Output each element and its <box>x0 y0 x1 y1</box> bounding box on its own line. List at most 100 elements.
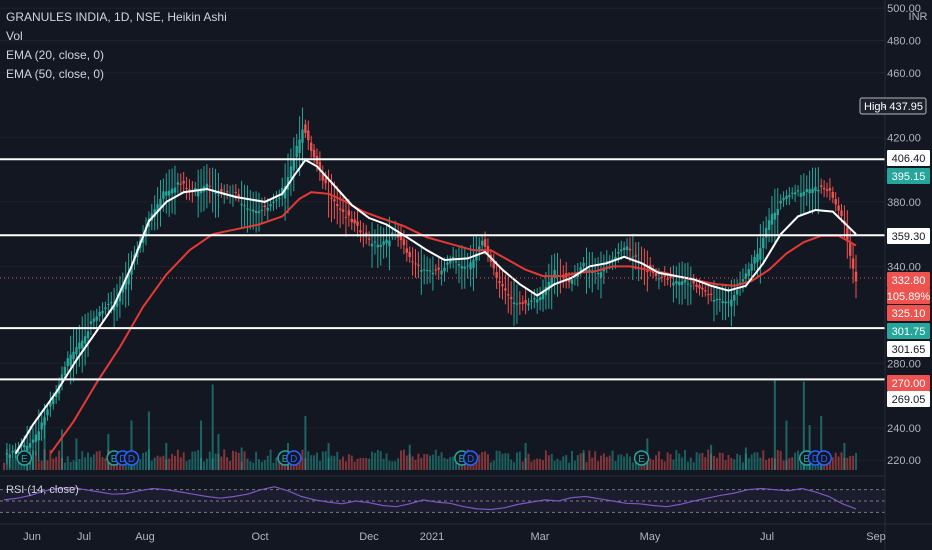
candle-body <box>359 230 362 233</box>
volume-bar <box>301 449 304 470</box>
candle-body <box>762 237 765 249</box>
candle-body <box>492 260 495 269</box>
candle-body <box>194 187 197 190</box>
candle-body <box>420 269 423 272</box>
candlestick-series[interactable] <box>5 107 858 471</box>
volume-bar <box>663 461 666 470</box>
volume-bar <box>559 460 562 470</box>
volume-bar <box>153 457 156 470</box>
candle-body <box>802 191 806 196</box>
candle-body <box>695 284 698 287</box>
candle-body <box>72 351 75 360</box>
volume-bar <box>791 457 794 470</box>
volume-bar <box>495 450 498 470</box>
candle-body <box>753 257 756 264</box>
candle-body <box>733 294 736 301</box>
candle-body <box>541 291 545 300</box>
candle-body <box>596 272 600 274</box>
candle-body <box>220 189 223 192</box>
candle-body <box>785 195 788 199</box>
volume-bar <box>84 457 87 470</box>
price-tag <box>887 288 930 304</box>
candle-body <box>437 267 440 270</box>
candle-body <box>828 187 832 191</box>
volume-bar <box>168 458 171 470</box>
currency-label: INR <box>909 11 928 23</box>
volume-bar <box>605 456 608 470</box>
candle-body <box>588 269 591 271</box>
candle-body <box>579 267 582 272</box>
candle-body <box>709 293 713 295</box>
volume-bar <box>614 461 617 470</box>
volume-bar <box>81 451 84 470</box>
high-price-label <box>859 97 927 115</box>
candle-body <box>249 209 252 211</box>
volume-bar <box>414 459 417 470</box>
volume-bar <box>504 453 507 470</box>
candle-body <box>353 219 356 224</box>
volume-bar <box>750 454 753 470</box>
volume-bar <box>576 455 579 470</box>
candle-body <box>307 130 310 141</box>
candle-body <box>266 207 269 211</box>
volume-bar <box>344 461 347 470</box>
volume-bar <box>762 450 765 470</box>
candle-body <box>179 183 182 185</box>
volume-bar <box>678 453 681 470</box>
volume-bar <box>95 451 98 470</box>
volume-bar <box>382 458 385 470</box>
rsi-legend[interactable]: RSI (14, close) <box>6 484 79 496</box>
volume-bar <box>249 461 252 470</box>
ema-20-line <box>14 158 857 455</box>
volume-bar <box>739 455 742 470</box>
volume-bar <box>533 459 536 470</box>
candle-body <box>715 299 719 301</box>
legend-volume[interactable]: Vol <box>6 29 23 43</box>
volume-bar <box>220 456 223 470</box>
horizontal-lines[interactable] <box>0 158 885 381</box>
volume-bar <box>362 457 365 470</box>
volume-bar <box>498 450 501 470</box>
candle-body <box>127 274 130 285</box>
candle-body <box>599 272 603 278</box>
volume-bar <box>34 451 37 470</box>
legend-ema-50[interactable]: EMA (50, close, 0) <box>6 67 105 81</box>
volume-bar <box>92 454 95 470</box>
legend-ema-20[interactable]: EMA (20, close, 0) <box>6 48 105 62</box>
candle-body <box>680 281 684 285</box>
volume-bar <box>330 455 333 470</box>
candle-body <box>840 210 843 216</box>
candle-body <box>666 278 669 280</box>
symbol-title[interactable]: GRANULES INDIA, 1D, NSE, Heikin Ashi <box>6 10 227 24</box>
price-tag-text: 105.89% <box>887 291 931 303</box>
volume-bar <box>376 449 379 470</box>
volume-bar <box>542 460 545 470</box>
volume-bar <box>602 453 605 470</box>
volume-bar <box>434 449 437 470</box>
candle-body <box>246 208 249 210</box>
volume-bar <box>266 455 269 470</box>
candle-body <box>631 256 635 258</box>
candle-body <box>550 277 553 287</box>
time-axis[interactable]: Jun Jul Aug Oct Dec 2021 Mar May Jul Sep <box>0 523 932 543</box>
volume-bar <box>623 456 626 470</box>
candle-body <box>788 195 791 198</box>
candle-body <box>101 310 104 314</box>
candle-body <box>498 281 501 284</box>
volume-bar <box>89 457 92 470</box>
candle-body <box>411 261 414 263</box>
candle-body <box>14 449 17 452</box>
candle-body <box>373 241 377 243</box>
candle-body <box>463 266 466 269</box>
volume-bar <box>211 384 214 470</box>
volume-bar <box>156 455 159 470</box>
volume-bar <box>626 453 629 470</box>
volume-bar <box>237 452 240 470</box>
volume-bar <box>785 420 788 470</box>
price-tag-text: 270.00 <box>892 378 926 390</box>
candle-body <box>278 197 281 199</box>
volume-bar <box>75 438 78 470</box>
